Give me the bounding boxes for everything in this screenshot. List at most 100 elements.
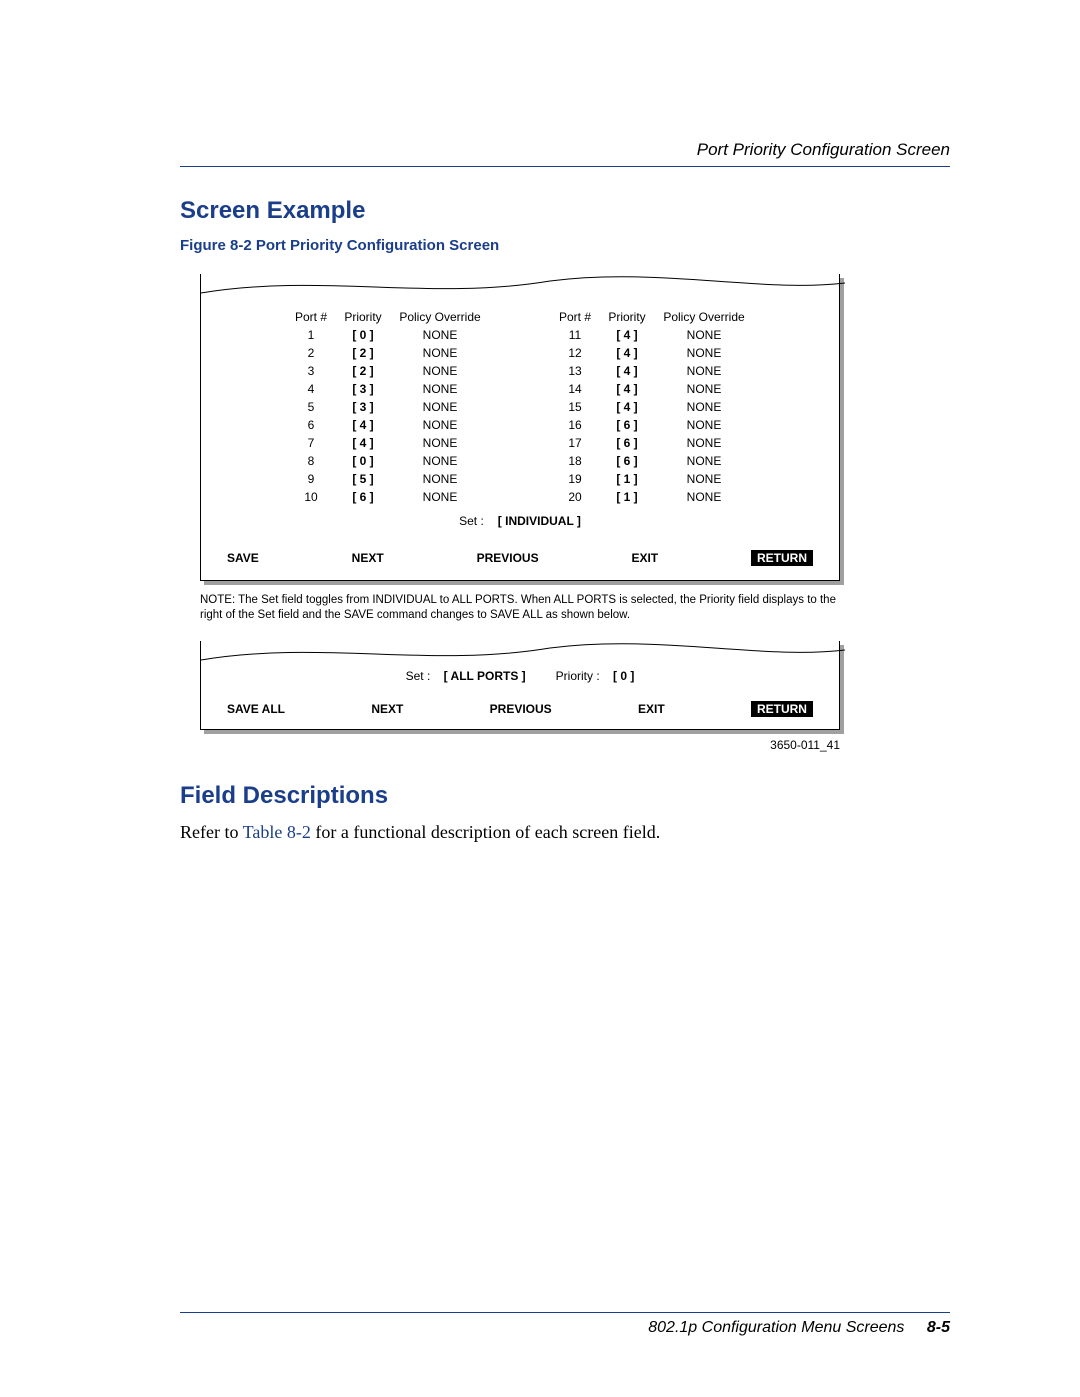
policy-override: NONE [654, 436, 754, 450]
section-heading: Screen Example [180, 197, 950, 225]
policy-override: NONE [390, 454, 490, 468]
previous-button[interactable]: PREVIOUS [477, 551, 539, 565]
footer-rule [180, 1312, 950, 1313]
wavy-border-icon [200, 640, 846, 664]
set-value[interactable]: [ INDIVIDUAL ] [498, 514, 581, 528]
port-number: 14 [550, 382, 600, 396]
policy-override: NONE [390, 490, 490, 504]
port-number: 16 [550, 418, 600, 432]
footer-page-number: 8-5 [927, 1319, 950, 1336]
port-number: 18 [550, 454, 600, 468]
port-number: 5 [286, 400, 336, 414]
priority-value[interactable]: [ 1 ] [600, 472, 654, 486]
policy-override: NONE [654, 418, 754, 432]
policy-override: NONE [390, 418, 490, 432]
previous-button[interactable]: PREVIOUS [490, 702, 552, 716]
screen-example-2: Set : [ ALL PORTS ] Priority : [ 0 ] SAV… [200, 641, 840, 730]
port-table-right: Port # Priority Policy Override 11[ 4 ]N… [550, 310, 754, 504]
screen-example-1: Port # Priority Policy Override 1[ 0 ]NO… [200, 274, 840, 581]
priority-label: Priority : [556, 669, 600, 683]
priority-value[interactable]: [ 4 ] [600, 346, 654, 360]
exit-button[interactable]: EXIT [638, 702, 665, 716]
priority-value[interactable]: [ 0 ] [336, 454, 390, 468]
port-number: 15 [550, 400, 600, 414]
policy-override: NONE [390, 346, 490, 360]
port-number: 17 [550, 436, 600, 450]
policy-override: NONE [390, 472, 490, 486]
col-header-port: Port # [550, 310, 600, 324]
set-label: Set : [406, 669, 431, 683]
port-table-left: Port # Priority Policy Override 1[ 0 ]NO… [286, 310, 490, 504]
policy-override: NONE [390, 400, 490, 414]
port-number: 8 [286, 454, 336, 468]
set-value[interactable]: [ ALL PORTS ] [444, 669, 526, 683]
priority-value[interactable]: [ 4 ] [336, 436, 390, 450]
priority-value[interactable]: [ 6 ] [600, 454, 654, 468]
priority-value[interactable]: [ 4 ] [600, 328, 654, 342]
field-descriptions-heading: Field Descriptions [180, 782, 950, 810]
priority-value[interactable]: [ 6 ] [600, 418, 654, 432]
priority-value[interactable]: [ 6 ] [600, 436, 654, 450]
priority-value[interactable]: [ 4 ] [600, 382, 654, 396]
priority-value[interactable]: [ 0 ] [336, 328, 390, 342]
policy-override: NONE [654, 346, 754, 360]
field-descriptions-text: Refer to Table 8-2 for a functional desc… [180, 822, 950, 843]
table-link[interactable]: Table 8-2 [243, 822, 311, 842]
col-header-port: Port # [286, 310, 336, 324]
col-header-override: Policy Override [390, 310, 490, 324]
next-button[interactable]: NEXT [352, 551, 384, 565]
save-button[interactable]: SAVE [227, 551, 259, 565]
port-number: 10 [286, 490, 336, 504]
port-number: 20 [550, 490, 600, 504]
priority-value[interactable]: [ 0 ] [613, 669, 634, 683]
page-header-title: Port Priority Configuration Screen [180, 140, 950, 160]
port-number: 12 [550, 346, 600, 360]
save-all-button[interactable]: SAVE ALL [227, 702, 285, 716]
port-number: 1 [286, 328, 336, 342]
return-button[interactable]: RETURN [751, 550, 813, 566]
figure-caption: Figure 8-2 Port Priority Configuration S… [180, 237, 950, 254]
priority-value[interactable]: [ 5 ] [336, 472, 390, 486]
priority-value[interactable]: [ 2 ] [336, 346, 390, 360]
priority-value[interactable]: [ 2 ] [336, 364, 390, 378]
priority-value[interactable]: [ 3 ] [336, 400, 390, 414]
policy-override: NONE [390, 382, 490, 396]
col-header-priority: Priority [600, 310, 654, 324]
port-number: 2 [286, 346, 336, 360]
priority-value[interactable]: [ 4 ] [336, 418, 390, 432]
port-number: 11 [550, 328, 600, 342]
port-number: 13 [550, 364, 600, 378]
policy-override: NONE [390, 364, 490, 378]
policy-override: NONE [654, 364, 754, 378]
header-rule [180, 166, 950, 167]
port-number: 19 [550, 472, 600, 486]
figure-id: 3650-011_41 [200, 738, 840, 752]
exit-button[interactable]: EXIT [631, 551, 658, 565]
policy-override: NONE [390, 328, 490, 342]
policy-override: NONE [654, 472, 754, 486]
wavy-border-icon [200, 273, 846, 297]
policy-override: NONE [654, 400, 754, 414]
priority-value[interactable]: [ 4 ] [600, 400, 654, 414]
policy-override: NONE [654, 382, 754, 396]
return-button[interactable]: RETURN [751, 701, 813, 717]
page-footer: 802.1p Configuration Menu Screens 8-5 [180, 1312, 950, 1337]
port-number: 9 [286, 472, 336, 486]
set-label: Set : [459, 514, 484, 528]
port-number: 6 [286, 418, 336, 432]
note-text: NOTE: The Set field toggles from INDIVID… [200, 593, 840, 623]
policy-override: NONE [654, 490, 754, 504]
col-header-override: Policy Override [654, 310, 754, 324]
priority-value[interactable]: [ 4 ] [600, 364, 654, 378]
policy-override: NONE [654, 328, 754, 342]
next-button[interactable]: NEXT [371, 702, 403, 716]
priority-value[interactable]: [ 3 ] [336, 382, 390, 396]
port-number: 4 [286, 382, 336, 396]
priority-value[interactable]: [ 6 ] [336, 490, 390, 504]
policy-override: NONE [654, 454, 754, 468]
policy-override: NONE [390, 436, 490, 450]
port-number: 3 [286, 364, 336, 378]
priority-value[interactable]: [ 1 ] [600, 490, 654, 504]
footer-title: 802.1p Configuration Menu Screens [648, 1319, 904, 1336]
port-number: 7 [286, 436, 336, 450]
